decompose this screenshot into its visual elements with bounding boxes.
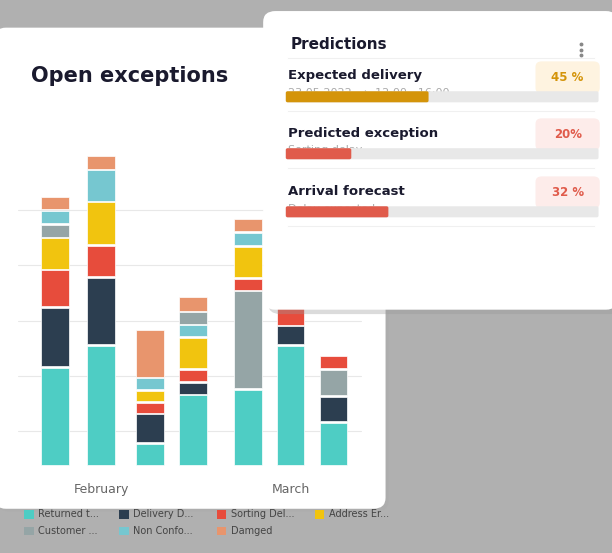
FancyBboxPatch shape [136, 378, 164, 389]
FancyBboxPatch shape [286, 206, 599, 217]
FancyBboxPatch shape [136, 391, 164, 401]
Text: Returned t...: Returned t... [38, 509, 99, 519]
FancyBboxPatch shape [136, 403, 164, 413]
FancyBboxPatch shape [286, 91, 428, 102]
FancyBboxPatch shape [536, 61, 600, 93]
Text: Arrival forecast: Arrival forecast [288, 185, 405, 199]
Text: Predictions: Predictions [291, 36, 387, 52]
FancyBboxPatch shape [234, 390, 262, 465]
FancyBboxPatch shape [179, 370, 206, 381]
Text: February: February [73, 483, 129, 496]
FancyBboxPatch shape [88, 170, 115, 201]
FancyBboxPatch shape [217, 510, 226, 519]
FancyBboxPatch shape [136, 414, 164, 442]
FancyBboxPatch shape [119, 527, 129, 535]
Text: Customer ...: Customer ... [38, 526, 97, 536]
FancyBboxPatch shape [179, 297, 206, 311]
FancyBboxPatch shape [88, 156, 115, 169]
FancyBboxPatch shape [42, 197, 69, 209]
FancyBboxPatch shape [263, 11, 612, 310]
FancyBboxPatch shape [277, 326, 304, 344]
Text: Address Er...: Address Er... [329, 509, 389, 519]
FancyBboxPatch shape [217, 527, 226, 535]
Text: 32 %: 32 % [551, 186, 584, 199]
FancyBboxPatch shape [42, 368, 69, 465]
FancyBboxPatch shape [136, 444, 164, 465]
FancyBboxPatch shape [315, 510, 324, 519]
FancyBboxPatch shape [234, 247, 262, 277]
FancyBboxPatch shape [42, 225, 69, 237]
FancyBboxPatch shape [286, 148, 351, 159]
FancyBboxPatch shape [179, 325, 206, 336]
Text: Open exceptions: Open exceptions [31, 66, 228, 86]
Text: 20%: 20% [554, 128, 581, 141]
FancyBboxPatch shape [277, 246, 304, 258]
FancyBboxPatch shape [119, 510, 129, 519]
FancyBboxPatch shape [42, 211, 69, 223]
FancyBboxPatch shape [179, 312, 206, 324]
FancyBboxPatch shape [42, 238, 69, 269]
Text: March: March [272, 483, 310, 496]
FancyBboxPatch shape [24, 510, 34, 519]
FancyBboxPatch shape [286, 148, 599, 159]
Text: Expected delivery: Expected delivery [288, 69, 422, 82]
Text: Non Confo...: Non Confo... [133, 526, 192, 536]
FancyBboxPatch shape [42, 308, 69, 366]
FancyBboxPatch shape [536, 176, 600, 208]
Text: Damged: Damged [231, 526, 272, 536]
Text: 23.05.2022  →  12:00 - 16:00: 23.05.2022 → 12:00 - 16:00 [288, 88, 449, 98]
FancyBboxPatch shape [320, 397, 348, 421]
FancyBboxPatch shape [179, 338, 206, 368]
FancyBboxPatch shape [286, 206, 389, 217]
Text: Sorting delay: Sorting delay [288, 145, 362, 155]
FancyBboxPatch shape [320, 370, 348, 395]
FancyBboxPatch shape [0, 28, 386, 509]
FancyBboxPatch shape [277, 272, 304, 325]
Text: Delay expected: Delay expected [288, 204, 375, 213]
FancyBboxPatch shape [234, 291, 262, 388]
FancyBboxPatch shape [179, 395, 206, 465]
FancyBboxPatch shape [24, 527, 34, 535]
FancyBboxPatch shape [88, 278, 115, 344]
FancyBboxPatch shape [536, 118, 600, 150]
Text: Predicted exception: Predicted exception [288, 127, 438, 140]
FancyBboxPatch shape [277, 259, 304, 270]
FancyBboxPatch shape [179, 383, 206, 394]
Text: Delivery D...: Delivery D... [133, 509, 193, 519]
FancyBboxPatch shape [234, 219, 262, 231]
FancyBboxPatch shape [234, 233, 262, 245]
FancyBboxPatch shape [268, 15, 612, 314]
FancyBboxPatch shape [0, 30, 389, 512]
FancyBboxPatch shape [286, 91, 599, 102]
FancyBboxPatch shape [88, 246, 115, 276]
FancyBboxPatch shape [234, 279, 262, 290]
FancyBboxPatch shape [320, 423, 348, 465]
Text: 45 %: 45 % [551, 71, 584, 84]
FancyBboxPatch shape [136, 330, 164, 377]
FancyBboxPatch shape [320, 356, 348, 368]
FancyBboxPatch shape [277, 346, 304, 465]
Text: Sorting Del...: Sorting Del... [231, 509, 294, 519]
FancyBboxPatch shape [88, 202, 115, 244]
FancyBboxPatch shape [88, 346, 115, 465]
FancyBboxPatch shape [42, 270, 69, 306]
